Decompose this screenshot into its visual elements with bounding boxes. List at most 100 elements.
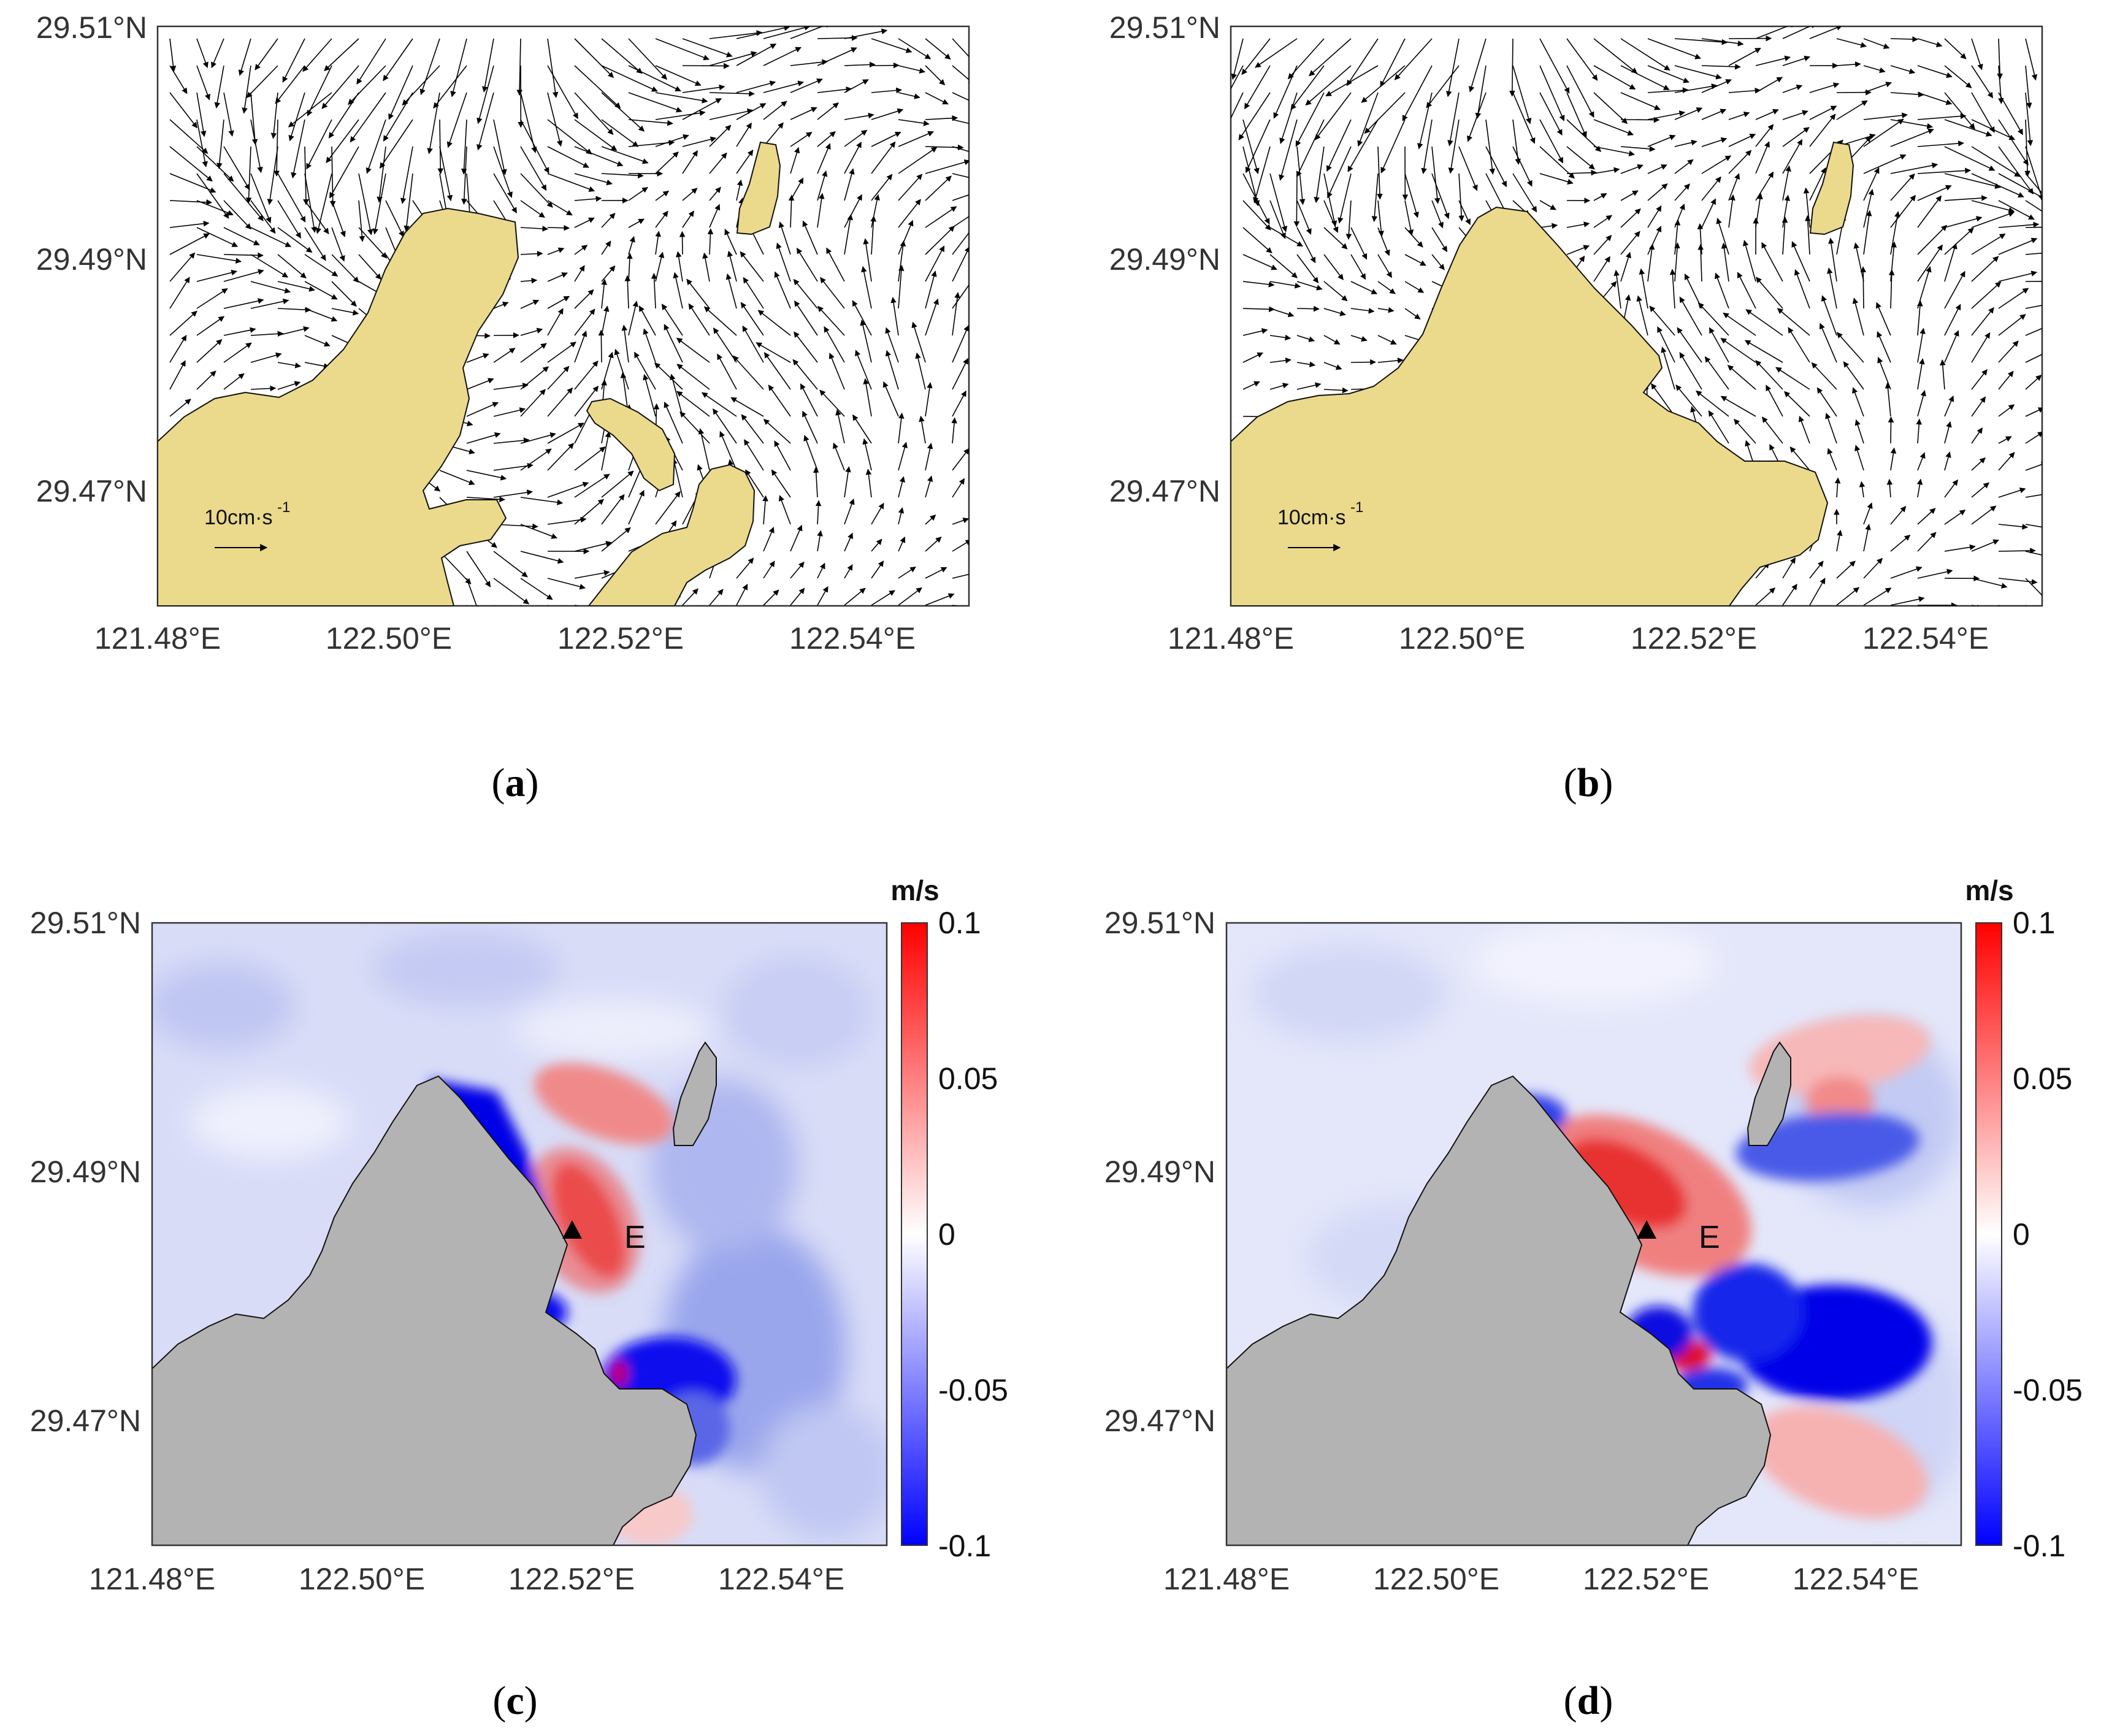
current-vector bbox=[679, 231, 686, 255]
current-vector bbox=[763, 101, 787, 120]
current-vector bbox=[1791, 241, 1810, 282]
current-vector bbox=[736, 122, 752, 147]
current-vector bbox=[1890, 447, 1897, 471]
panel-a-scale-label: 10cm·s bbox=[204, 506, 272, 529]
current-vector bbox=[817, 143, 831, 174]
current-vector bbox=[547, 247, 565, 255]
current-vector bbox=[1971, 427, 1983, 444]
current-vector bbox=[860, 319, 872, 363]
current-vector bbox=[871, 502, 884, 525]
current-vector bbox=[2024, 119, 2030, 177]
current-vector bbox=[601, 266, 616, 282]
current-vector bbox=[1761, 242, 1783, 282]
current-vector bbox=[713, 327, 737, 363]
current-vector bbox=[1998, 370, 2014, 390]
current-vector bbox=[196, 370, 216, 390]
current-vector bbox=[702, 252, 710, 282]
current-vector bbox=[250, 173, 272, 224]
current-vector bbox=[679, 411, 710, 444]
current-vector bbox=[1296, 281, 1323, 291]
current-vector bbox=[885, 350, 899, 390]
current-vector bbox=[1917, 244, 1943, 282]
current-vector bbox=[655, 210, 668, 228]
current-vector bbox=[1620, 164, 1644, 174]
current-vector bbox=[1350, 281, 1378, 294]
current-vector bbox=[288, 92, 305, 142]
panel-c-xtick-4: 122.54°E bbox=[718, 1562, 844, 1596]
current-vector bbox=[1863, 154, 1907, 174]
panel-d-cb-tick-5: -0.1 bbox=[2013, 1529, 2065, 1563]
current-vector bbox=[169, 335, 187, 363]
current-vector bbox=[1231, 65, 1244, 90]
current-vector bbox=[1431, 227, 1448, 253]
current-vector bbox=[1669, 269, 1676, 309]
current-vector bbox=[1737, 272, 1756, 309]
current-vector bbox=[1998, 340, 2019, 363]
current-vector bbox=[1467, 92, 1487, 142]
current-vector bbox=[493, 407, 526, 417]
current-vector bbox=[925, 443, 933, 471]
current-vector bbox=[1998, 92, 2024, 136]
current-vector bbox=[2025, 305, 2042, 309]
current-vector bbox=[898, 566, 916, 579]
current-vector bbox=[601, 470, 634, 498]
current-vector bbox=[169, 399, 191, 417]
current-vector bbox=[1674, 159, 1694, 174]
current-vector bbox=[628, 186, 648, 201]
current-vector bbox=[844, 587, 866, 606]
current-vector bbox=[169, 65, 188, 94]
panel-a: 10cm·s -1 29.51°N 29.49°N 29.47°N 121.48… bbox=[36, 10, 970, 805]
current-vector bbox=[250, 119, 263, 174]
current-vector bbox=[1971, 200, 2015, 213]
current-vector bbox=[661, 304, 683, 336]
current-vector bbox=[1674, 242, 1680, 282]
current-vector bbox=[1971, 211, 2015, 228]
current-vector bbox=[238, 38, 251, 76]
current-vector bbox=[790, 524, 803, 552]
current-vector bbox=[601, 65, 658, 92]
current-vector bbox=[493, 605, 495, 606]
current-vector bbox=[736, 179, 743, 201]
current-vector bbox=[655, 38, 710, 61]
current-vector bbox=[1701, 198, 1716, 228]
current-vector bbox=[304, 200, 329, 235]
current-vector bbox=[1253, 146, 1271, 204]
current-vector bbox=[898, 265, 905, 309]
current-vector bbox=[682, 188, 698, 201]
current-vector bbox=[1293, 173, 1300, 228]
current-vector bbox=[223, 605, 225, 606]
current-vector bbox=[898, 92, 920, 99]
current-vector bbox=[1971, 256, 1999, 282]
current-vector bbox=[925, 245, 945, 282]
current-vector bbox=[871, 38, 913, 53]
current-vector bbox=[638, 305, 656, 336]
panel-d-caption: (d) bbox=[1564, 1678, 1613, 1723]
current-vector bbox=[520, 173, 553, 208]
current-vector bbox=[676, 364, 710, 390]
current-vector bbox=[925, 65, 946, 86]
current-vector bbox=[952, 119, 969, 124]
current-vector bbox=[1566, 65, 1594, 118]
current-vector bbox=[1458, 200, 1471, 226]
panel-c-frame bbox=[151, 922, 888, 1547]
current-vector bbox=[1854, 419, 1864, 444]
current-vector bbox=[254, 38, 278, 71]
current-vector bbox=[1651, 383, 1675, 417]
current-vector bbox=[216, 119, 224, 169]
current-vector bbox=[736, 80, 776, 93]
current-vector bbox=[242, 65, 251, 114]
current-vector bbox=[1834, 477, 1841, 498]
panel-c-cb-tick-1: 0.1 bbox=[938, 906, 981, 940]
current-vector bbox=[1296, 254, 1319, 283]
current-vector bbox=[1708, 410, 1729, 444]
current-vector bbox=[1944, 510, 1966, 525]
current-vector bbox=[1323, 387, 1349, 394]
current-vector bbox=[493, 173, 518, 214]
current-vector bbox=[1269, 358, 1292, 364]
current-vector bbox=[1431, 173, 1450, 220]
current-vector bbox=[1347, 119, 1379, 172]
panel-a-ytick-1: 29.51°N bbox=[36, 10, 147, 45]
current-vector bbox=[1404, 308, 1421, 319]
current-vector bbox=[925, 92, 949, 105]
current-vector bbox=[1971, 92, 1995, 133]
